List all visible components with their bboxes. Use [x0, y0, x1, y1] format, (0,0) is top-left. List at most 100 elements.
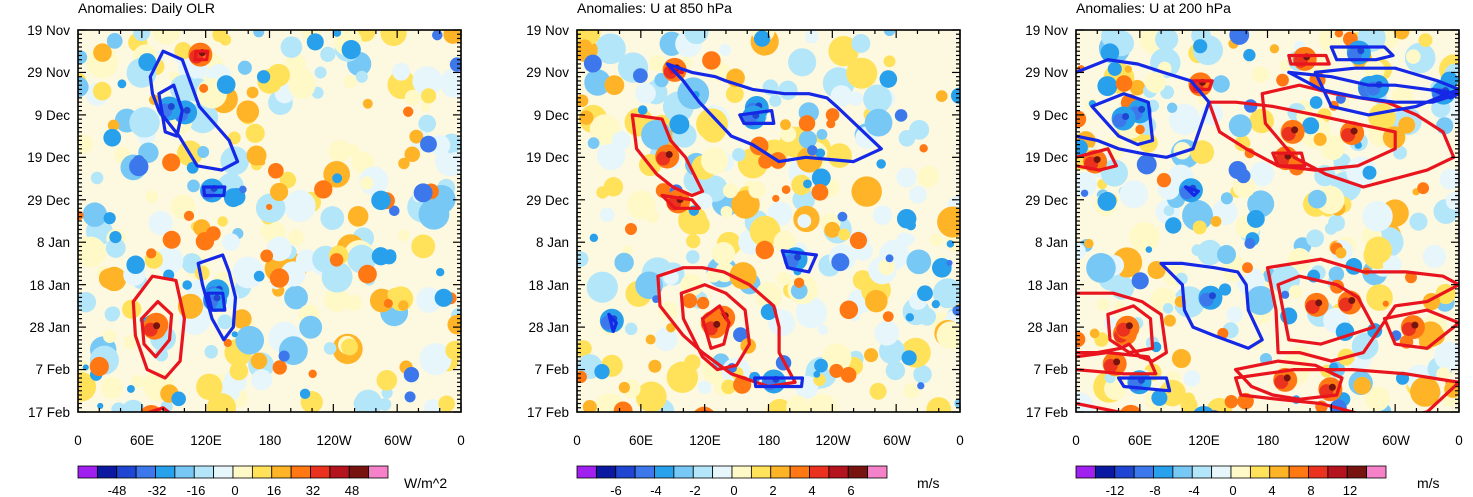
- anomaly-blob: [885, 360, 906, 381]
- anomaly-blob: [913, 365, 932, 384]
- anomaly-blob: [1439, 168, 1459, 190]
- anomaly-blob: [78, 291, 97, 313]
- u200-colorbar-label: 0: [1229, 483, 1236, 497]
- u200-anomaly-field: [1076, 30, 1459, 412]
- u200-red-contour: [1233, 368, 1459, 412]
- u850-colorbar-box: [692, 465, 714, 479]
- u850-colorbar-box: [847, 465, 869, 479]
- anomaly-blob: [824, 221, 841, 238]
- anomaly-blob: [323, 342, 337, 355]
- u200-blue-contour: [1208, 410, 1223, 412]
- u850-red-contour: [630, 113, 705, 198]
- anomaly-blob: [308, 369, 317, 379]
- anomaly-blob: [106, 306, 121, 320]
- anomaly-blob: [195, 232, 215, 251]
- anomaly-blob: [1328, 266, 1345, 282]
- anomaly-blob: [624, 322, 638, 336]
- anomaly-blob: [825, 108, 840, 122]
- anomaly-blob: [436, 268, 445, 277]
- anomaly-blob: [926, 397, 952, 412]
- anomaly-blob: [1313, 132, 1327, 146]
- u200-y-label: 29 Dec: [1025, 193, 1068, 208]
- anomaly-blob: [183, 210, 195, 222]
- anomaly-blob: [378, 397, 392, 411]
- u850-x-tick-labels: 0 60E 120E 180 120W 60W 0: [573, 433, 964, 448]
- anomaly-blob: [1283, 374, 1291, 382]
- anomaly-blob: [758, 153, 774, 169]
- anomaly-blob: [130, 374, 145, 389]
- u850-y-label: 7 Feb: [534, 362, 569, 377]
- anomaly-blob: [126, 384, 135, 393]
- olr-colorbar-box: [232, 465, 253, 479]
- anomaly-blob: [1129, 222, 1160, 253]
- u200-y-label: 7 Feb: [1033, 362, 1068, 377]
- anomaly-blob: [148, 210, 173, 236]
- anomaly-blob: [347, 206, 369, 227]
- anomaly-blob: [420, 101, 431, 112]
- anomaly-blob: [906, 249, 932, 275]
- anomaly-blob: [1249, 161, 1275, 187]
- anomaly-blob: [332, 173, 343, 184]
- anomaly-blob: [216, 75, 236, 94]
- u200-blue-contour: [1287, 70, 1459, 104]
- olr-colorbar-box: [155, 465, 176, 479]
- u200-colorbar-box: [1346, 465, 1368, 479]
- anomaly-blob: [162, 153, 181, 172]
- anomaly-blob: [100, 376, 123, 399]
- anomaly-blob: [790, 282, 808, 300]
- u200-blue-contour: [1116, 376, 1172, 393]
- anomaly-blob: [780, 119, 791, 131]
- u200-y-label: 19 Nov: [1025, 23, 1068, 38]
- anomaly-blob: [849, 231, 868, 250]
- anomaly-blob: [1246, 285, 1276, 316]
- u200-blue-contour: [1076, 58, 1211, 159]
- anomaly-blob: [288, 229, 304, 246]
- anomaly-blob: [885, 254, 894, 263]
- u200-blue-contour: [1159, 261, 1264, 350]
- anomaly-blob: [1216, 245, 1237, 265]
- u200-colorbar-box: [1191, 465, 1213, 479]
- anomaly-blob: [182, 280, 192, 290]
- anomaly-blob: [917, 285, 933, 302]
- olr-colorbar-box: [368, 465, 389, 479]
- anomaly-blob: [604, 75, 625, 96]
- u200-colorbar-box: [1230, 465, 1251, 479]
- anomaly-blob: [874, 320, 900, 346]
- anomaly-blob: [332, 30, 342, 37]
- olr-x-label: 0: [74, 433, 82, 448]
- anomaly-blob: [641, 119, 672, 150]
- u200-colorbar-units: m/s: [1417, 475, 1440, 491]
- u200-y-label: 17 Feb: [1026, 405, 1068, 420]
- anomaly-blob: [434, 288, 453, 307]
- anomaly-blob: [345, 294, 362, 312]
- u850-colorbar-box: [673, 465, 694, 479]
- anomaly-blob: [1097, 76, 1118, 97]
- anomaly-blob: [145, 190, 158, 204]
- u850-y-tick-labels: 19 Nov 29 Nov 9 Dec 19 Dec 29 Dec 8 Jan …: [526, 23, 569, 420]
- anomaly-blob: [665, 151, 673, 159]
- u850-colorbar-label: -2: [689, 483, 701, 497]
- u850-y-label: 19 Dec: [526, 150, 569, 165]
- olr-plot-area: [77, 29, 462, 413]
- anomaly-blob: [613, 401, 633, 412]
- u200-x-label: 120E: [1188, 433, 1220, 448]
- anomaly-blob: [919, 144, 928, 153]
- anomaly-blob: [154, 348, 169, 362]
- anomaly-blob: [702, 51, 721, 70]
- u850-colorbar-label: -4: [650, 483, 662, 497]
- anomaly-blob: [1281, 290, 1290, 299]
- anomaly-blob: [1422, 244, 1447, 269]
- olr-y-label: 19 Dec: [27, 150, 70, 165]
- anomaly-blob: [655, 183, 671, 198]
- anomaly-blob: [107, 119, 120, 132]
- anomaly-blob: [229, 361, 249, 381]
- u850-blue-contour: [738, 108, 776, 126]
- anomaly-blob: [627, 190, 656, 220]
- anomaly-blob: [648, 359, 662, 373]
- anomaly-blob: [1173, 286, 1206, 318]
- u850-y-label: 29 Nov: [526, 65, 569, 80]
- u200-red-contour: [1287, 53, 1331, 66]
- olr-y-tick-labels: 19 Nov 29 Nov 9 Dec 19 Dec 29 Dec 8 Jan …: [27, 23, 70, 420]
- anomaly-blob: [776, 271, 791, 286]
- anomaly-blob: [260, 249, 274, 263]
